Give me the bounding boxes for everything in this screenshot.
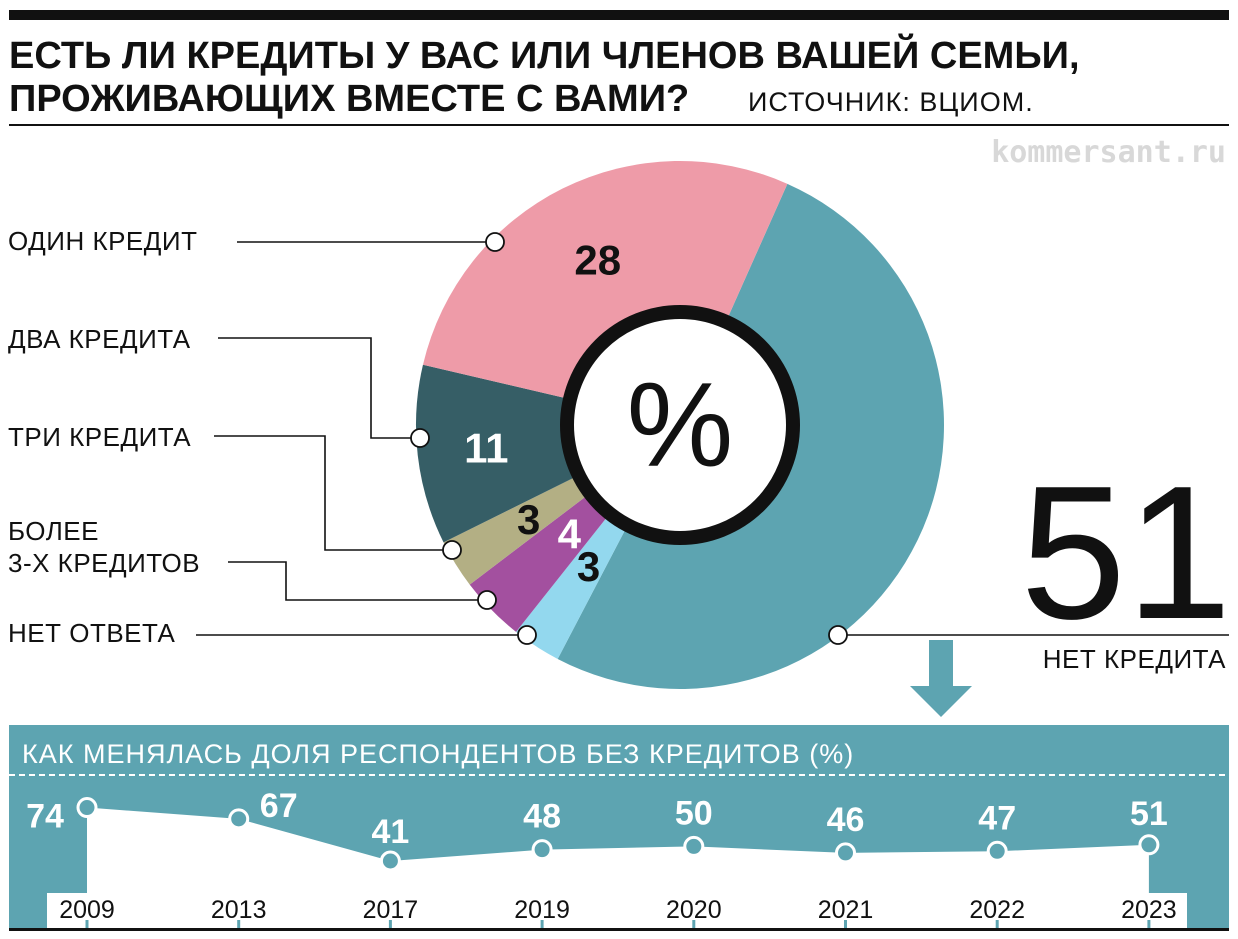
donut-center-label: % xyxy=(627,358,734,492)
slice-label: НЕТ КРЕДИТА xyxy=(1043,644,1226,674)
title-line-1: ЕСТЬ ЛИ КРЕДИТЫ У ВАС ИЛИ ЧЛЕНОВ ВАШЕЙ С… xyxy=(9,32,1080,77)
trend-point xyxy=(228,808,250,830)
leader-line xyxy=(214,435,452,551)
year-label: 2020 xyxy=(666,896,722,924)
trend-value: 50 xyxy=(675,794,713,832)
trend-value: 51 xyxy=(1130,795,1168,833)
slice-label: НЕТ ОТВЕТА xyxy=(8,618,176,648)
year-label: 2017 xyxy=(363,896,419,924)
trend-series: 74 2009 67 2013 41 2017 48 2019 50 2020 46 2021 47 20… xyxy=(26,787,1187,931)
trend-point xyxy=(379,850,401,872)
trend-point xyxy=(683,835,705,857)
trend-value: 74 xyxy=(26,798,64,836)
year-label: 2013 xyxy=(211,896,267,924)
trend-point xyxy=(1138,834,1160,856)
trend-point xyxy=(531,839,553,861)
trend-value: 47 xyxy=(978,799,1016,837)
slice-value: 11 xyxy=(464,424,508,471)
down-arrow-icon xyxy=(910,686,972,717)
trend-point xyxy=(835,842,856,864)
slice-label: ДВА КРЕДИТА xyxy=(8,324,191,354)
trend-point xyxy=(76,797,98,819)
donut-slices xyxy=(416,160,944,689)
slice-value: 3 xyxy=(517,496,540,543)
arrow-shaft xyxy=(929,640,953,688)
trend-value: 41 xyxy=(371,813,409,851)
trend-value: 67 xyxy=(260,787,298,825)
year-label: 2009 xyxy=(59,896,115,924)
leader-dot xyxy=(517,625,537,645)
no-credit-big-value: 51 xyxy=(1020,447,1231,659)
year-label: 2019 xyxy=(514,896,570,924)
leader-line xyxy=(218,337,420,439)
header-rule xyxy=(9,124,1229,126)
year-label: 2022 xyxy=(969,896,1025,924)
year-label: 2021 xyxy=(818,896,874,924)
trend-point xyxy=(986,840,1008,862)
leader-line xyxy=(228,561,487,601)
slice-value: 4 xyxy=(558,510,582,557)
watermark: kommersant.ru xyxy=(991,135,1226,170)
leader-dot xyxy=(477,590,497,610)
year-label: 2023 xyxy=(1121,896,1177,924)
slice-label: ТРИ КРЕДИТА xyxy=(8,422,191,452)
leader-dot xyxy=(442,540,462,560)
slice-value: 3 xyxy=(577,543,600,590)
slice-two-credits xyxy=(416,364,680,543)
trend-value: 48 xyxy=(523,798,561,836)
slice-label: ОДИН КРЕДИТ xyxy=(8,226,197,256)
slice-label: БОЛЕЕ 3-Х КРЕДИТОВ xyxy=(8,516,200,578)
title-line-2: ПРОЖИВАЮЩИХ ВМЕСТЕ С ВАМИ? xyxy=(9,78,689,120)
slice-labels: ОДИН КРЕДИТ ДВА КРЕДИТА ТРИ КРЕДИТА БОЛЕЕ 3-… xyxy=(8,226,1226,674)
trend-value: 46 xyxy=(827,801,865,839)
donut-hole xyxy=(560,305,800,545)
leader-lines xyxy=(196,232,1229,645)
leader-dot xyxy=(410,428,430,448)
trend-area xyxy=(87,807,1149,893)
bottom-rule xyxy=(9,928,1229,931)
source-note: ИСТОЧНИК: ВЦИОМ. xyxy=(748,87,1034,117)
trend-title: КАК МЕНЯЛАСЬ ДОЛЯ РЕСПОНДЕНТОВ БЕЗ КРЕДИ… xyxy=(22,739,854,769)
leader-dot xyxy=(828,625,848,645)
slice-value: 28 xyxy=(574,236,621,283)
top-rule xyxy=(9,10,1229,20)
leader-dot xyxy=(485,232,505,252)
